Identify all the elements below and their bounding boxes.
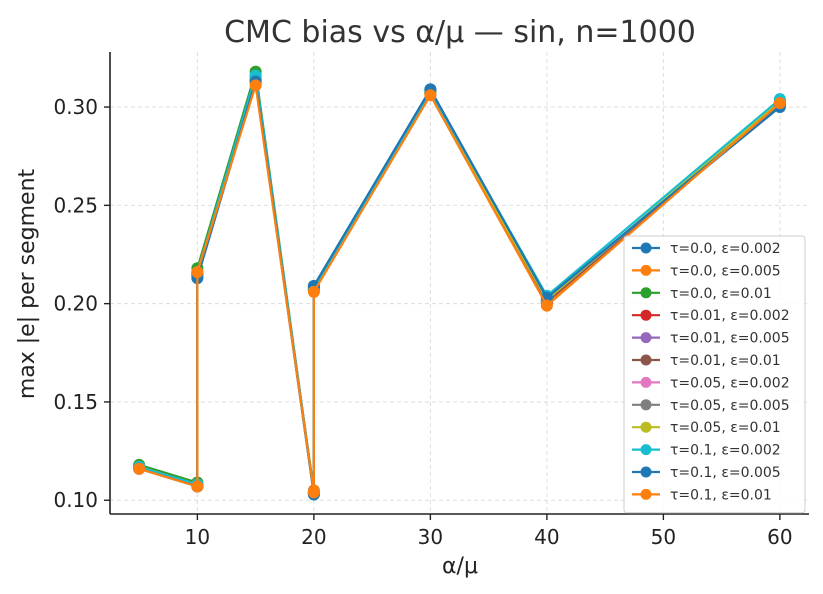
legend-item: τ=0.0, ε=0.002 bbox=[632, 241, 781, 257]
series-layer bbox=[133, 65, 786, 501]
data-point bbox=[424, 89, 437, 102]
legend-label: τ=0.05, ε=0.002 bbox=[670, 375, 790, 391]
data-point bbox=[249, 79, 262, 92]
legend-label: τ=0.1, ε=0.005 bbox=[670, 465, 781, 481]
legend-swatch-marker bbox=[640, 421, 652, 433]
data-point bbox=[773, 97, 786, 110]
legend-swatch-marker bbox=[640, 399, 652, 411]
ticks: 10 20 30 40 50 60 0.10 0.15 0.20 0.25 0.30 bbox=[53, 95, 792, 549]
legend-label: τ=0.1, ε=0.002 bbox=[670, 443, 781, 459]
data-point bbox=[133, 462, 146, 475]
legend-item: τ=0.1, ε=0.005 bbox=[632, 465, 781, 481]
legend-item: τ=0.01, ε=0.01 bbox=[632, 353, 781, 369]
legend-label: τ=0.01, ε=0.01 bbox=[670, 353, 781, 369]
y-tick-label: 0.15 bbox=[53, 390, 98, 414]
legend-swatch-marker bbox=[640, 466, 652, 478]
legend-swatch-marker bbox=[640, 242, 652, 254]
y-tick-label: 0.10 bbox=[53, 488, 98, 512]
data-point bbox=[307, 486, 320, 499]
x-tick-label: 50 bbox=[651, 525, 676, 549]
legend-label: τ=0.1, ε=0.01 bbox=[670, 487, 772, 503]
x-tick-label: 30 bbox=[418, 525, 443, 549]
legend-item: τ=0.05, ε=0.002 bbox=[632, 375, 790, 391]
data-point bbox=[540, 299, 553, 312]
legend-item: τ=0.01, ε=0.005 bbox=[632, 331, 790, 347]
legend-label: τ=0.0, ε=0.005 bbox=[670, 263, 781, 279]
legend-item: τ=0.1, ε=0.002 bbox=[632, 443, 781, 459]
series-11 bbox=[133, 79, 786, 499]
legend-item: τ=0.01, ε=0.002 bbox=[632, 308, 790, 324]
legend-swatch-marker bbox=[640, 354, 652, 366]
y-tick-label: 0.25 bbox=[53, 193, 98, 217]
legend-item: τ=0.1, ε=0.01 bbox=[632, 487, 772, 503]
data-point bbox=[191, 266, 204, 279]
legend-item: τ=0.05, ε=0.01 bbox=[632, 420, 781, 436]
legend-label: τ=0.0, ε=0.002 bbox=[670, 241, 781, 257]
legend-label: τ=0.01, ε=0.002 bbox=[670, 308, 790, 324]
x-tick-label: 20 bbox=[301, 525, 326, 549]
legend-swatch-marker bbox=[640, 264, 652, 276]
legend-item: τ=0.0, ε=0.005 bbox=[632, 263, 781, 279]
legend-label: τ=0.0, ε=0.01 bbox=[670, 286, 772, 302]
axes bbox=[109, 52, 809, 515]
chart-title: CMC bias vs α/μ — sin, n=1000 bbox=[224, 15, 696, 50]
legend-item: τ=0.05, ε=0.005 bbox=[632, 398, 790, 414]
legend-item: τ=0.0, ε=0.01 bbox=[632, 286, 772, 302]
data-point bbox=[307, 285, 320, 298]
legend-swatch-marker bbox=[640, 287, 652, 299]
legend-swatch-marker bbox=[640, 309, 652, 321]
data-point bbox=[191, 480, 204, 493]
y-tick-label: 0.30 bbox=[53, 95, 98, 119]
legend-swatch-marker bbox=[640, 376, 652, 388]
x-tick-label: 40 bbox=[534, 525, 559, 549]
x-tick-label: 10 bbox=[185, 525, 210, 549]
legend-label: τ=0.01, ε=0.005 bbox=[670, 331, 790, 347]
y-axis-label: max |e| per segment bbox=[15, 168, 40, 399]
legend-swatch-marker bbox=[640, 332, 652, 344]
legend-swatch-marker bbox=[640, 488, 652, 500]
legend-box bbox=[623, 235, 806, 514]
y-tick-label: 0.20 bbox=[53, 292, 98, 316]
legend-label: τ=0.05, ε=0.01 bbox=[670, 420, 781, 436]
legend-swatch-marker bbox=[640, 444, 652, 456]
legend-label: τ=0.05, ε=0.005 bbox=[670, 398, 790, 414]
x-tick-label: 60 bbox=[767, 525, 792, 549]
legend: τ=0.0, ε=0.002 τ=0.0, ε=0.005 τ=0.0, ε=0.0… bbox=[623, 235, 806, 514]
x-axis-label: α/μ bbox=[442, 554, 478, 579]
